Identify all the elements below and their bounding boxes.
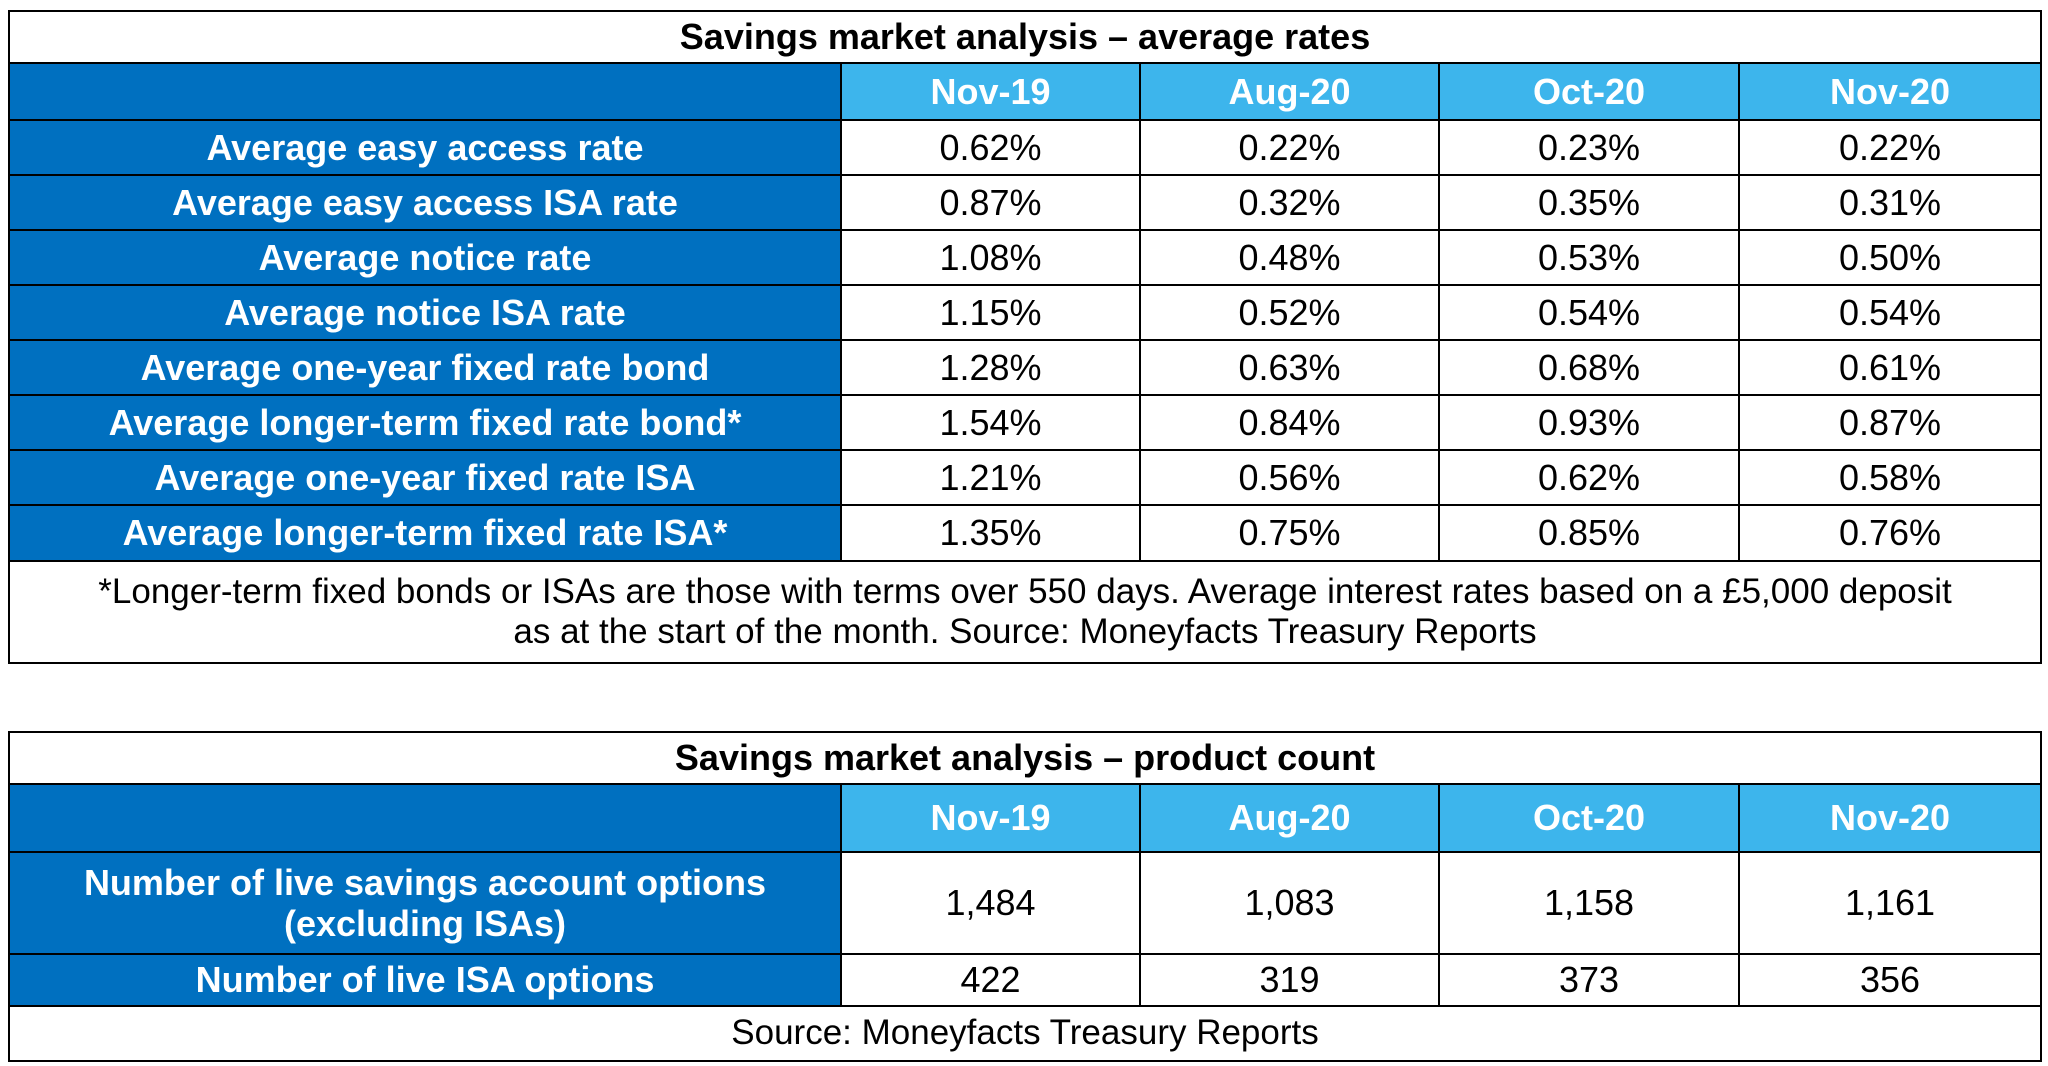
cell-value: 0.22%: [1139, 119, 1440, 176]
column-header: Aug-20: [1139, 783, 1440, 853]
data-row: Average easy access rate 0.62% 0.22% 0.23% 0…: [8, 119, 2043, 176]
cell-value: 0.85%: [1438, 504, 1740, 562]
data-row: Average one-year fixed rate ISA 1.21% 0.56…: [8, 449, 2043, 506]
cell-value: 0.48%: [1139, 229, 1440, 286]
row-label: Average notice rate: [8, 229, 842, 286]
column-header: Oct-20: [1438, 783, 1740, 853]
cell-value: 0.50%: [1737, 229, 2043, 286]
header-corner: [8, 783, 842, 853]
cell-value: 0.68%: [1438, 339, 1740, 396]
data-row: Average longer-term fixed rate bond* 1.54…: [8, 394, 2043, 451]
cell-value: 0.62%: [1438, 449, 1740, 506]
cell-value: 1.54%: [840, 394, 1141, 451]
data-row: Average longer-term fixed rate ISA* 1.35%…: [8, 504, 2043, 562]
column-header: Nov-19: [840, 62, 1141, 121]
cell-value: 422: [840, 953, 1141, 1007]
column-header: Nov-19: [840, 783, 1141, 853]
cell-value: 0.35%: [1438, 174, 1740, 231]
data-table: Savings market analysis – average rates N…: [7, 10, 2043, 664]
row-label: Average easy access ISA rate: [8, 174, 842, 231]
cell-value: 373: [1438, 953, 1740, 1007]
cell-value: 1,484: [840, 851, 1141, 955]
table-note: *Longer-term fixed bonds or ISAs are tho…: [7, 560, 2043, 664]
cell-value: 0.56%: [1139, 449, 1440, 506]
cell-value: 0.84%: [1139, 394, 1440, 451]
row-label: Average easy access rate: [8, 119, 842, 176]
row-label: Number of live ISA options: [8, 953, 842, 1007]
row-label: Average notice ISA rate: [8, 284, 842, 341]
row-label: Average longer-term fixed rate ISA*: [8, 504, 842, 562]
cell-value: 0.22%: [1737, 119, 2043, 176]
cell-value: 0.63%: [1139, 339, 1440, 396]
data-row: Number of live savings account options (…: [8, 851, 2043, 955]
table-note: Source: Moneyfacts Treasury Reports: [7, 1005, 2043, 1062]
cell-value: 0.76%: [1737, 504, 2043, 562]
cell-value: 0.52%: [1139, 284, 1440, 341]
note-row: Source: Moneyfacts Treasury Reports: [7, 1005, 2043, 1062]
row-label: Number of live savings account options (…: [8, 851, 842, 955]
cell-value: 0.93%: [1438, 394, 1740, 451]
cell-value: 356: [1737, 953, 2043, 1007]
column-header: Oct-20: [1438, 62, 1740, 121]
title-row: Savings market analysis – average rates: [7, 10, 2043, 64]
table-title: Savings market analysis – product count: [7, 731, 2043, 785]
row-label: Average longer-term fixed rate bond*: [8, 394, 842, 451]
data-row: Average one-year fixed rate bond 1.28% 0.6…: [8, 339, 2043, 396]
cell-value: 0.23%: [1438, 119, 1740, 176]
cell-value: 0.54%: [1438, 284, 1740, 341]
cell-value: 0.87%: [840, 174, 1141, 231]
cell-value: 319: [1139, 953, 1440, 1007]
cell-value: 0.32%: [1139, 174, 1440, 231]
data-row: Average easy access ISA rate 0.87% 0.32% 0.…: [8, 174, 2043, 231]
table-title: Savings market analysis – average rates: [7, 10, 2043, 64]
data-row: Number of live ISA options 422 319 373 356: [8, 953, 2043, 1007]
cell-value: 0.54%: [1737, 284, 2043, 341]
note-row: *Longer-term fixed bonds or ISAs are tho…: [7, 560, 2043, 664]
cell-value: 1.35%: [840, 504, 1141, 562]
cell-value: 1,083: [1139, 851, 1440, 955]
header-corner: [8, 62, 842, 121]
cell-value: 1,158: [1438, 851, 1740, 955]
cell-value: 1.08%: [840, 229, 1141, 286]
cell-value: 1,161: [1737, 851, 2043, 955]
column-header: Nov-20: [1737, 62, 2043, 121]
title-row: Savings market analysis – product count: [7, 731, 2043, 785]
cell-value: 0.75%: [1139, 504, 1440, 562]
cell-value: 0.61%: [1737, 339, 2043, 396]
row-label: Average one-year fixed rate ISA: [8, 449, 842, 506]
cell-value: 1.28%: [840, 339, 1141, 396]
column-header: Aug-20: [1139, 62, 1440, 121]
cell-value: 0.31%: [1737, 174, 2043, 231]
cell-value: 1.21%: [840, 449, 1141, 506]
cell-value: 1.15%: [840, 284, 1141, 341]
data-row: Average notice rate 1.08% 0.48% 0.53% 0.50%: [8, 229, 2043, 286]
data-table: Savings market analysis – product count N…: [7, 731, 2043, 1062]
header-row: Nov-19 Aug-20 Oct-20 Nov-20: [8, 62, 2043, 121]
row-label: Average one-year fixed rate bond: [8, 339, 842, 396]
column-header: Nov-20: [1737, 783, 2043, 853]
data-row: Average notice ISA rate 1.15% 0.52% 0.54% 0.…: [8, 284, 2043, 341]
cell-value: 0.62%: [840, 119, 1141, 176]
header-row: Nov-19 Aug-20 Oct-20 Nov-20: [8, 783, 2043, 853]
cell-value: 0.87%: [1737, 394, 2043, 451]
cell-value: 0.53%: [1438, 229, 1740, 286]
cell-value: 0.58%: [1737, 449, 2043, 506]
